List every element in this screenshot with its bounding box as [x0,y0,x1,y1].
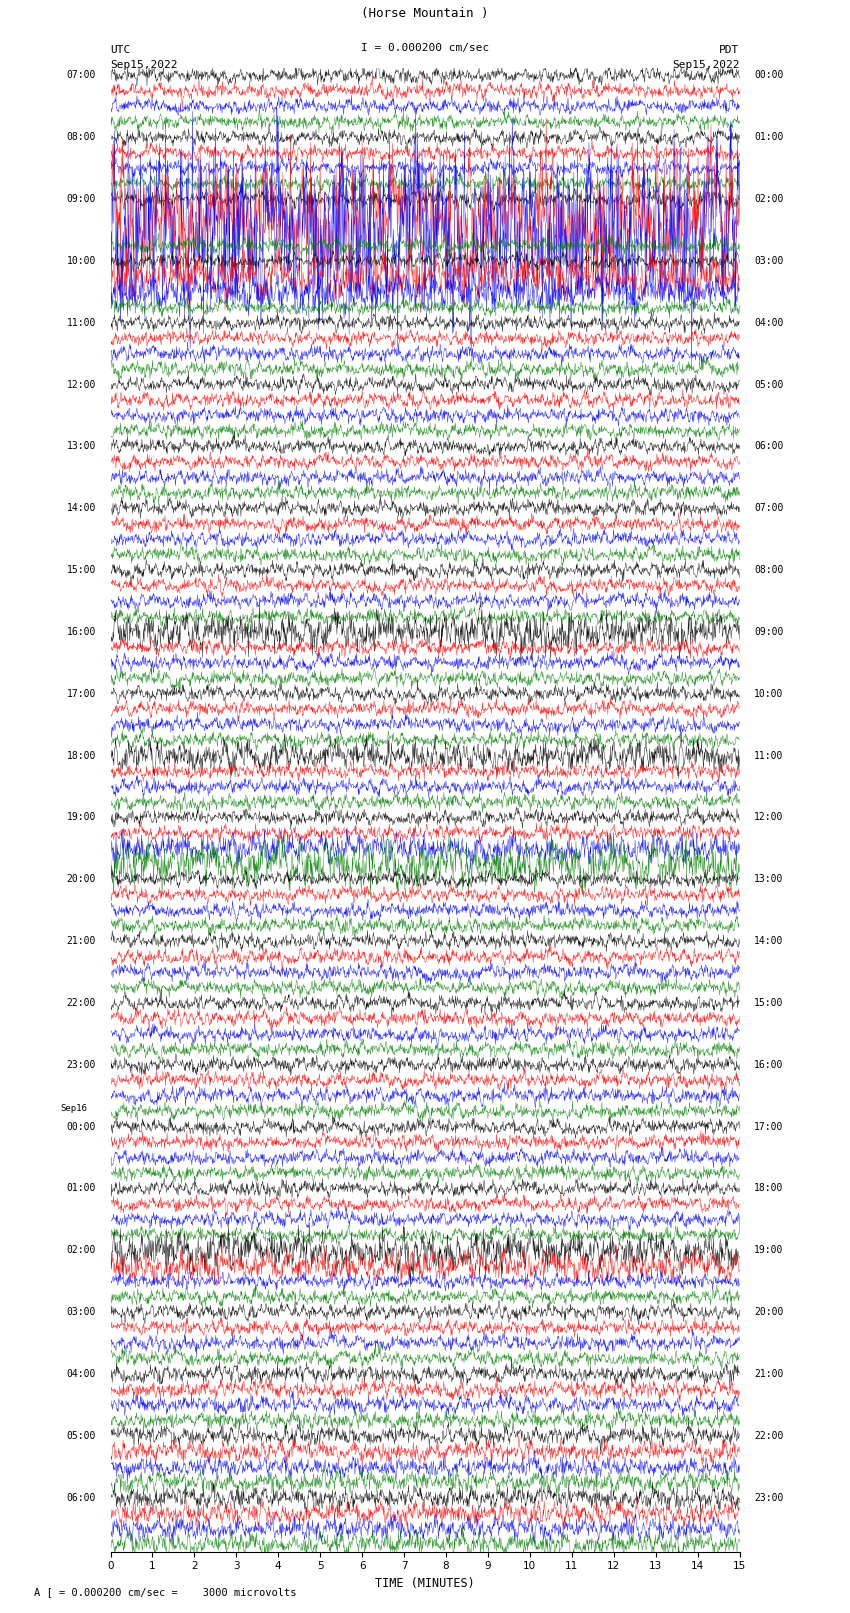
Text: 03:00: 03:00 [66,1307,96,1318]
Text: UTC: UTC [110,45,131,55]
Text: 22:00: 22:00 [754,1431,784,1440]
Text: 04:00: 04:00 [66,1369,96,1379]
Text: 01:00: 01:00 [754,132,784,142]
Text: (Horse Mountain ): (Horse Mountain ) [361,8,489,21]
Text: Sep15,2022: Sep15,2022 [110,60,178,69]
Text: 18:00: 18:00 [754,1184,784,1194]
Text: 07:00: 07:00 [754,503,784,513]
Text: A [ = 0.000200 cm/sec =    3000 microvolts: A [ = 0.000200 cm/sec = 3000 microvolts [34,1587,297,1597]
Text: 19:00: 19:00 [754,1245,784,1255]
Text: 11:00: 11:00 [754,750,784,761]
Text: 01:00: 01:00 [66,1184,96,1194]
Text: 16:00: 16:00 [66,627,96,637]
Text: 09:00: 09:00 [754,627,784,637]
Text: 21:00: 21:00 [66,936,96,947]
Text: 15:00: 15:00 [66,565,96,576]
Text: 06:00: 06:00 [66,1492,96,1503]
Text: 22:00: 22:00 [66,998,96,1008]
Text: 10:00: 10:00 [66,256,96,266]
Text: 17:00: 17:00 [66,689,96,698]
Text: 20:00: 20:00 [754,1307,784,1318]
Text: Sep16: Sep16 [60,1103,88,1113]
Text: 00:00: 00:00 [754,71,784,81]
Text: 13:00: 13:00 [754,874,784,884]
Text: 20:00: 20:00 [66,874,96,884]
Text: 00:00: 00:00 [66,1121,96,1132]
Text: 16:00: 16:00 [754,1060,784,1069]
Text: 13:00: 13:00 [66,442,96,452]
Text: 02:00: 02:00 [754,194,784,205]
Text: 12:00: 12:00 [754,813,784,823]
Text: 11:00: 11:00 [66,318,96,327]
Text: 05:00: 05:00 [754,379,784,390]
Text: 18:00: 18:00 [66,750,96,761]
Text: 21:00: 21:00 [754,1369,784,1379]
Text: 02:00: 02:00 [66,1245,96,1255]
Text: 10:00: 10:00 [754,689,784,698]
Text: 05:00: 05:00 [66,1431,96,1440]
Text: 12:00: 12:00 [66,379,96,390]
Text: 15:00: 15:00 [754,998,784,1008]
Text: 23:00: 23:00 [66,1060,96,1069]
Text: I = 0.000200 cm/sec: I = 0.000200 cm/sec [361,44,489,53]
X-axis label: TIME (MINUTES): TIME (MINUTES) [375,1578,475,1590]
Text: 07:00: 07:00 [66,71,96,81]
Text: 03:00: 03:00 [754,256,784,266]
Text: Sep15,2022: Sep15,2022 [672,60,740,69]
Text: PDT: PDT [719,45,740,55]
Text: 19:00: 19:00 [66,813,96,823]
Text: 08:00: 08:00 [66,132,96,142]
Text: 14:00: 14:00 [754,936,784,947]
Text: 23:00: 23:00 [754,1492,784,1503]
Text: 09:00: 09:00 [66,194,96,205]
Text: 06:00: 06:00 [754,442,784,452]
Text: 04:00: 04:00 [754,318,784,327]
Text: 17:00: 17:00 [754,1121,784,1132]
Text: 14:00: 14:00 [66,503,96,513]
Text: 08:00: 08:00 [754,565,784,576]
